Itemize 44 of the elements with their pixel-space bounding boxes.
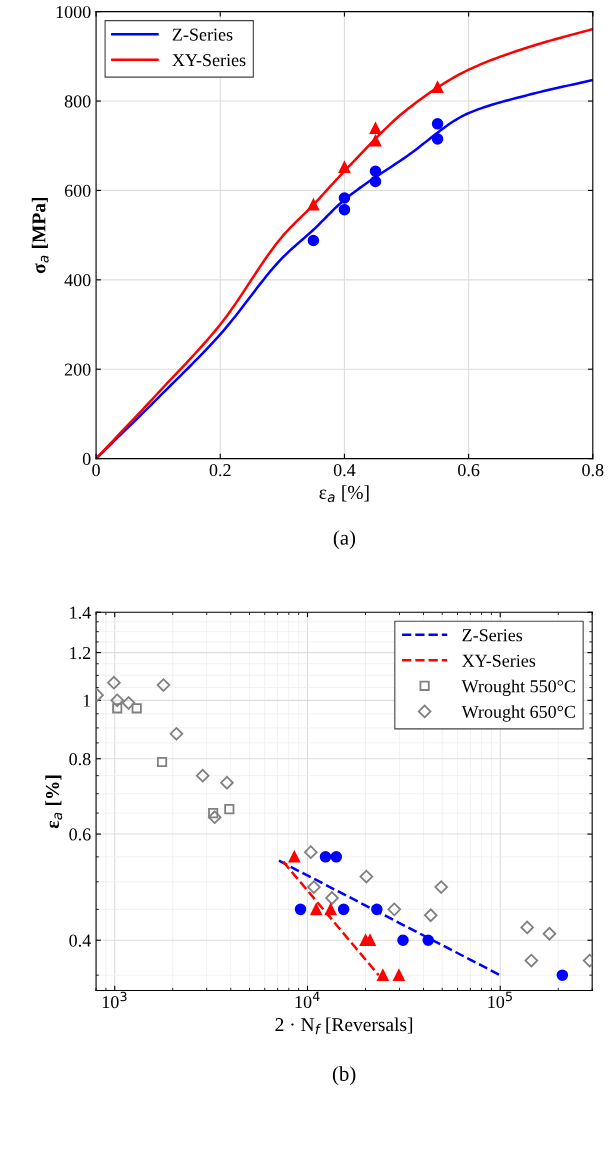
y-tick-label: 1.4 (70, 606, 91, 619)
legend-label: Wrought 650°C (461, 705, 575, 722)
point (338, 161, 351, 173)
y-tick-label: 600 (64, 184, 91, 197)
x-tick-label: 10$^{4}$ (295, 991, 320, 1009)
point (338, 203, 351, 216)
y-tick-label: 0 (82, 452, 91, 466)
legend-label: XY-Series (172, 54, 246, 67)
y-tick-label: 0.8 (69, 753, 91, 766)
point (307, 234, 320, 247)
point (369, 175, 382, 188)
legend-label: Z-Series (172, 28, 233, 41)
y-tick-label: 400 (64, 274, 91, 287)
y-tick-label: 800 (64, 95, 91, 108)
x-axis-title: ε$_{a}$ [%] (319, 485, 369, 503)
x-tick-label: 0.4 (333, 464, 356, 477)
x-tick-label: 0.2 (209, 464, 231, 477)
x-tick-label: 0.8 (582, 464, 604, 477)
y-tick-label: 200 (64, 363, 91, 376)
y-tick-label: 1 (83, 694, 91, 707)
x-tick-label: 10$^{3}$ (102, 991, 127, 1009)
point (338, 192, 351, 204)
y-axis-title: ε$_{a}$ [%] (45, 775, 63, 829)
point (369, 122, 382, 135)
point (369, 135, 382, 147)
point (431, 81, 444, 93)
x-tick-label: 0 (92, 464, 100, 477)
y-tick-label: 1000 (56, 5, 91, 19)
x-axis-title: 2 · N$_{f}$ [Reversals] (275, 1017, 413, 1035)
y-tick-label: 0.4 (69, 934, 91, 947)
point (431, 118, 444, 130)
y-axis-title: σ$_{a}$ [MPa] (31, 197, 49, 274)
point (431, 133, 444, 145)
point (307, 198, 320, 211)
text: (b) (332, 1066, 356, 1086)
y-tick-label: 1.2 (70, 646, 91, 660)
legend-label: Z-Series (462, 629, 523, 642)
point (369, 165, 382, 177)
y-tick-label: 0.6 (69, 828, 91, 841)
legend-label: XY-Series (462, 654, 536, 667)
x-tick-label: 0.6 (458, 464, 480, 477)
text: (a) (333, 530, 356, 550)
x-tick-label: 10$^{5}$ (488, 991, 512, 1009)
legend-label: Wrought 550°C (461, 679, 575, 697)
